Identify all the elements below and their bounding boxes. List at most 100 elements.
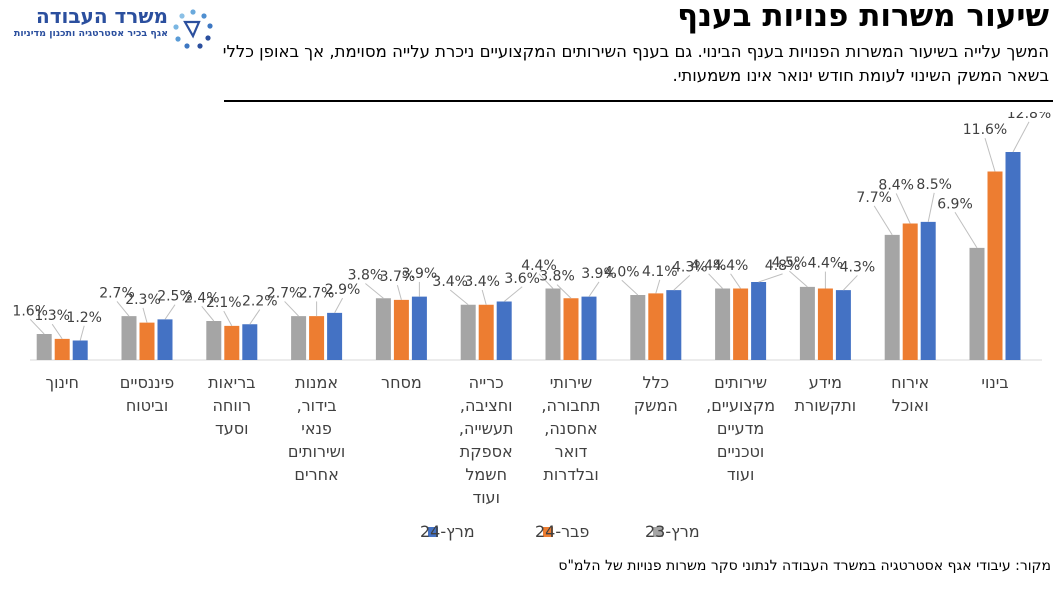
bar	[799, 286, 815, 360]
data-label-leader	[655, 279, 661, 294]
data-label: 4.0%	[604, 264, 640, 280]
data-label-leader	[873, 205, 893, 236]
category-label-line: מדעיים	[717, 419, 764, 438]
category-label-line: וחציבה,	[460, 396, 513, 415]
category-label-line: פנאי	[301, 419, 332, 438]
bar	[72, 340, 88, 360]
data-label-leader	[201, 305, 215, 322]
category-label: שירותים מקצועיים, מדעיים וטכניים ועוד	[706, 373, 775, 484]
data-label-leader	[758, 273, 783, 283]
legend-label: מרץ-23	[645, 522, 700, 541]
bar	[1005, 152, 1021, 360]
header-divider	[224, 100, 1053, 102]
category-label-line: וביטוח	[126, 396, 168, 415]
bar	[327, 312, 343, 360]
data-label-leader	[142, 307, 148, 323]
data-label: 8.4%	[878, 177, 914, 193]
data-label: 3.4%	[432, 274, 468, 290]
category-label: חינוך	[46, 373, 79, 392]
category-label: פיננסיים וביטוח	[120, 373, 175, 415]
logo-subtitle: אגף בכיר אסטרטגיה ותכנון מדיניות	[13, 28, 168, 39]
category-label-line: בידור,	[297, 396, 337, 415]
data-label: 3.6%	[504, 271, 540, 287]
bar	[478, 304, 494, 360]
category-label: אירוח ואוכל	[891, 373, 929, 415]
category-label-line: תעשייה,	[459, 419, 514, 438]
data-label-leader	[365, 283, 384, 299]
bar	[751, 282, 767, 360]
data-label: 2.1%	[206, 295, 242, 311]
ministry-logo-icon	[173, 9, 213, 49]
category-label-line: ושירותים	[288, 442, 345, 461]
data-label: 4.5%	[772, 255, 808, 271]
bar	[291, 316, 307, 360]
category-label-line: ועוד	[727, 465, 754, 484]
legend-label: פבר-24	[535, 522, 589, 541]
category-label-line: בינוי	[981, 373, 1008, 392]
data-label-leader	[843, 275, 858, 291]
category-label-line: אחסנה,	[544, 419, 597, 438]
data-label-leader	[556, 284, 572, 299]
data-label: 2.7%	[299, 285, 335, 301]
data-label: 4.4%	[713, 258, 749, 274]
category-label-line: ועוד	[472, 488, 499, 507]
category-label-line: ותקשורת	[795, 396, 856, 415]
category-label: מסחר	[381, 373, 422, 392]
data-label: 3.4%	[464, 274, 500, 290]
category-label-line: אירוח	[891, 373, 929, 392]
page-title: שיעור משרות פנויות בענף	[677, 0, 1049, 34]
logo-name: משרד העבודה	[35, 4, 168, 28]
data-label: 8.5%	[916, 177, 952, 193]
data-label-leader	[538, 273, 554, 289]
data-label-leader	[503, 286, 523, 302]
category-label-line: חינוך	[46, 373, 79, 392]
data-label-leader	[673, 275, 691, 291]
data-label: 2.5%	[157, 289, 193, 305]
data-label: 3.9%	[581, 266, 617, 282]
data-label-leader	[621, 279, 639, 296]
bar	[411, 296, 427, 360]
bar	[630, 295, 646, 360]
data-label: 11.6%	[963, 122, 1007, 138]
data-label: 2.2%	[242, 294, 278, 310]
data-label: 4.4%	[691, 258, 727, 274]
category-label-line: שירותי	[550, 373, 592, 392]
page-subtitle: המשך עלייה בשיעור המשרות הפנויות בענף הב…	[222, 42, 1049, 85]
category-label-line: ואוכל	[892, 396, 929, 415]
data-label: 4.3%	[672, 259, 708, 275]
data-label: 4.8%	[765, 258, 801, 274]
category-label-line: חשמל	[465, 465, 507, 484]
data-label-leader	[79, 325, 85, 341]
data-label-leader	[396, 285, 402, 301]
category-label-line: בריאות	[208, 373, 255, 392]
bar	[36, 334, 52, 360]
data-label-leader	[449, 289, 469, 306]
category-label-line: וסעד	[215, 419, 249, 438]
category-label-line: אחרים	[294, 465, 338, 484]
data-label-leader	[984, 137, 996, 172]
data-label: 2.7%	[267, 285, 303, 301]
legend-swatch	[428, 527, 438, 537]
bar	[460, 304, 476, 360]
category-label-line: תחבורה,	[541, 396, 600, 415]
category-label: בינוי	[981, 373, 1008, 392]
category-label-line: ובלדרות	[543, 465, 598, 484]
legend-swatch	[543, 527, 553, 537]
category-label-line: וטכניים	[717, 442, 764, 461]
category-label: שירותי תחבורה, אחסנה, דואר ובלדרות	[541, 373, 600, 484]
source-note: מקור: עיבודי אגף אסטרטגיה במשרד העבודה ל…	[558, 558, 1051, 574]
bar	[987, 171, 1003, 360]
data-label: 4.4%	[808, 256, 844, 272]
bar	[121, 316, 137, 360]
data-label-leader	[927, 192, 935, 222]
category-label: כרייה וחציבה, תעשייה, אספקת חשמל ועוד	[459, 373, 514, 507]
category-label-line: מידע	[809, 373, 842, 392]
bar	[648, 293, 664, 360]
data-label-leader	[223, 310, 233, 327]
category-label-line: דואר	[555, 442, 588, 461]
category-label: כלל המשק	[634, 373, 678, 415]
category-label-line: כלל	[642, 373, 669, 392]
bar	[715, 288, 731, 360]
bar	[224, 325, 240, 360]
bar	[581, 296, 597, 360]
